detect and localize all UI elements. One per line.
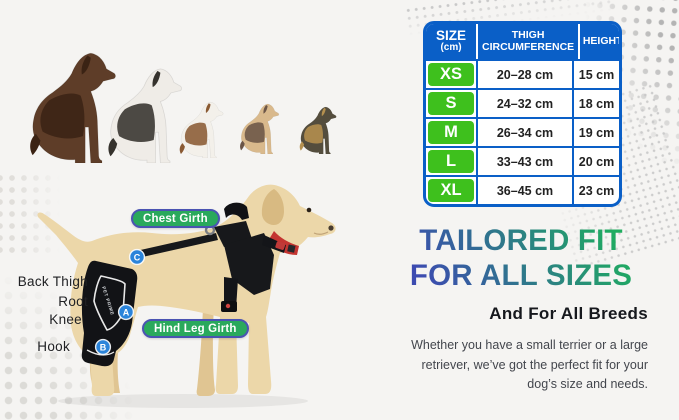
size-chart-header-row: SIZE (cm) THIGH CIRCUMFERENCE HEIGHT: [426, 24, 619, 59]
table-row: S 24–32 cm 18 cm: [426, 88, 619, 117]
harness-handle: [224, 202, 249, 220]
table-row: XS 20–28 cm 15 cm: [426, 59, 619, 88]
badge-a: A: [117, 303, 135, 321]
chest-girth-label: Chest Girth: [143, 212, 208, 225]
header-cell-thigh: THIGH CIRCUMFERENCE: [476, 24, 578, 59]
dog-silhouette-m: [179, 101, 224, 158]
dog-silhouette-l: [107, 68, 183, 163]
thigh-cell: 33–43 cm: [476, 148, 572, 175]
header-cell-size: SIZE (cm): [426, 24, 476, 59]
thigh-cell: 20–28 cm: [476, 61, 572, 88]
size-value: XS: [428, 63, 474, 86]
height-cell: 19 cm: [572, 119, 619, 146]
hind-leg-girth-label: Hind Leg Girth: [154, 322, 237, 335]
collar-buckle: [287, 244, 296, 253]
dog-silhouette-s: [239, 103, 280, 154]
size-value: XL: [428, 179, 474, 202]
table-row: M 26–34 cm 19 cm: [426, 117, 619, 146]
heading-line1: TAILORED FIT: [419, 224, 623, 257]
height-value: 20 cm: [578, 154, 615, 169]
thigh-value: 36–45 cm: [496, 183, 554, 198]
knee-label: Knee: [49, 312, 82, 327]
girth-buckle-accent: [225, 303, 231, 309]
size-cell: L: [426, 148, 476, 175]
dog-mouth: [313, 231, 329, 235]
header-size-text: SIZE: [435, 28, 466, 44]
heading-line2: FOR ALL SIZES: [409, 259, 633, 292]
size-value: S: [428, 92, 474, 115]
dog-shadow: [58, 394, 308, 408]
height-cell: 18 cm: [572, 90, 619, 117]
badge-c: C: [128, 248, 146, 266]
body-text: Whether you have a small terrier or a la…: [411, 338, 648, 391]
thigh-cell: 24–32 cm: [476, 90, 572, 117]
height-value: 23 cm: [578, 183, 615, 198]
size-cell: XS: [426, 61, 476, 88]
header-cell-height: HEIGHT: [578, 24, 622, 59]
thigh-value: 33–43 cm: [496, 154, 554, 169]
height-value: 18 cm: [578, 96, 615, 111]
dog-silhouette-xs: [299, 106, 337, 154]
header-size-unit: (cm): [440, 42, 462, 54]
chest-girth-callout: Chest Girth: [131, 209, 220, 228]
hook-label: Hook: [37, 339, 70, 354]
height-value: 19 cm: [578, 125, 615, 140]
badge-a-letter: A: [123, 307, 130, 317]
badge-b-letter: B: [100, 342, 107, 352]
thigh-cell: 36–45 cm: [476, 177, 572, 204]
height-cell: 23 cm: [572, 177, 619, 204]
hind-leg-girth-callout: Hind Leg Girth: [142, 319, 249, 338]
back-thigh-label-line1: Back Thigh: [17, 274, 88, 289]
thigh-cell: 26–34 cm: [476, 119, 572, 146]
size-cell: S: [426, 90, 476, 117]
neck-strap-buckle: [275, 241, 286, 250]
size-value: L: [428, 150, 474, 173]
height-cell: 15 cm: [572, 61, 619, 88]
badge-b: B: [94, 338, 112, 356]
thigh-value: 24–32 cm: [496, 96, 554, 111]
back-thigh-root-label: Back Thigh Root: [4, 272, 88, 312]
dog-eye: [306, 207, 312, 213]
height-cell: 20 cm: [572, 148, 619, 175]
main-heading: TAILORED FIT FOR ALL SIZES: [368, 223, 674, 293]
header-height-text: HEIGHT: [582, 34, 622, 47]
size-cell: XL: [426, 177, 476, 204]
size-chart-table: SIZE (cm) THIGH CIRCUMFERENCE HEIGHT XS …: [423, 21, 622, 207]
back-strap: [136, 233, 218, 258]
badge-c-letter: C: [134, 252, 141, 262]
subheading: And For All Breeds: [489, 304, 648, 323]
table-row: L 33–43 cm 20 cm: [426, 146, 619, 175]
header-thigh-text: THIGH CIRCUMFERENCE: [482, 29, 575, 53]
thigh-value: 20–28 cm: [496, 67, 554, 82]
dog-breeds-size-lineup-illustration: [29, 52, 337, 163]
back-thigh-label-line2: Root: [58, 294, 88, 309]
dog-nose: [328, 225, 334, 231]
size-value: M: [428, 121, 474, 144]
table-row: XL 36–45 cm 23 cm: [426, 175, 619, 204]
height-value: 15 cm: [578, 67, 615, 82]
size-cell: M: [426, 119, 476, 146]
thigh-value: 26–34 cm: [496, 125, 554, 140]
dog-silhouette-xl: [29, 52, 117, 163]
dog-ear: [261, 189, 284, 225]
